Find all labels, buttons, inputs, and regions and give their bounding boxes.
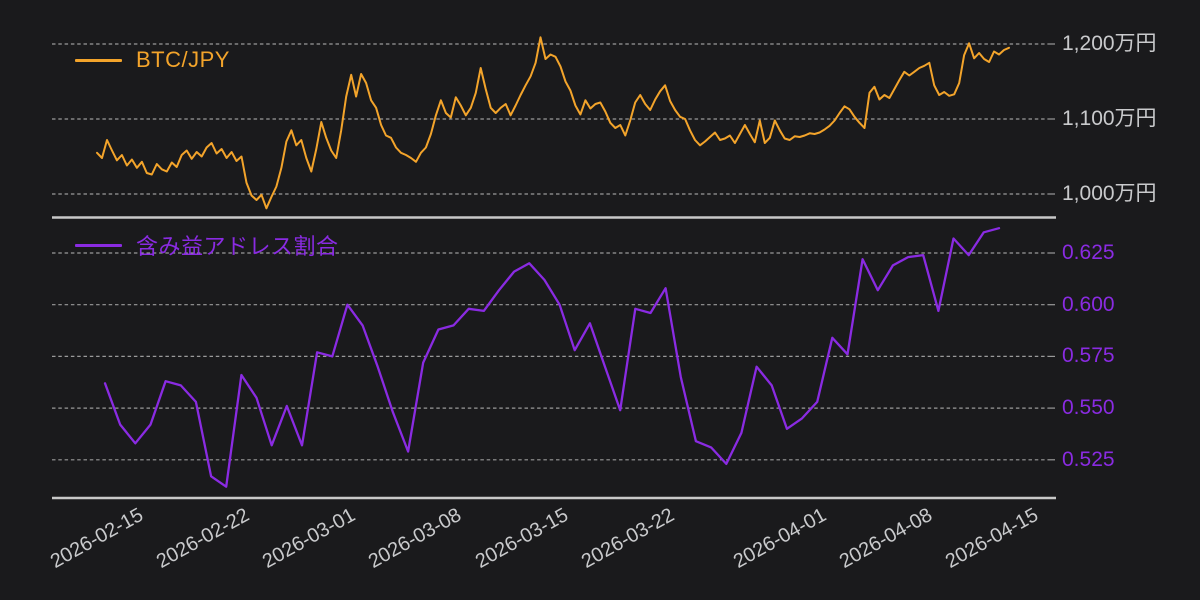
y-tick-label: 1,000万円: [1062, 182, 1157, 205]
profit-address-ratio-legend-label: 含み益アドレス割合: [136, 234, 339, 259]
y-tick-label: 0.625: [1062, 241, 1115, 264]
gridlines: [52, 43, 1055, 461]
legend-profit-address-ratio: 含み益アドレス割合: [75, 229, 339, 261]
y-tick-label: 1,100万円: [1062, 107, 1157, 130]
axis-spines: [52, 216, 1056, 500]
y-tick-label: 0.525: [1062, 447, 1115, 471]
data-series: [96, 36, 1010, 488]
y-tick-label: 0.550: [1062, 396, 1115, 420]
y-tick-label: 1,200万円: [1062, 32, 1157, 55]
btc-jpy-line: [96, 36, 1010, 210]
y-tick-label: 0.600: [1062, 292, 1115, 316]
btc-jpy-line-swatch: [75, 58, 122, 62]
profit-address-ratio-line: [103, 227, 1001, 488]
legend-btc-jpy: BTC/JPY: [75, 47, 230, 73]
y-tick-label: 0.575: [1062, 344, 1115, 368]
btc-jpy-legend-label: BTC/JPY: [136, 47, 230, 72]
profit-address-ratio-line-swatch: [75, 243, 122, 247]
